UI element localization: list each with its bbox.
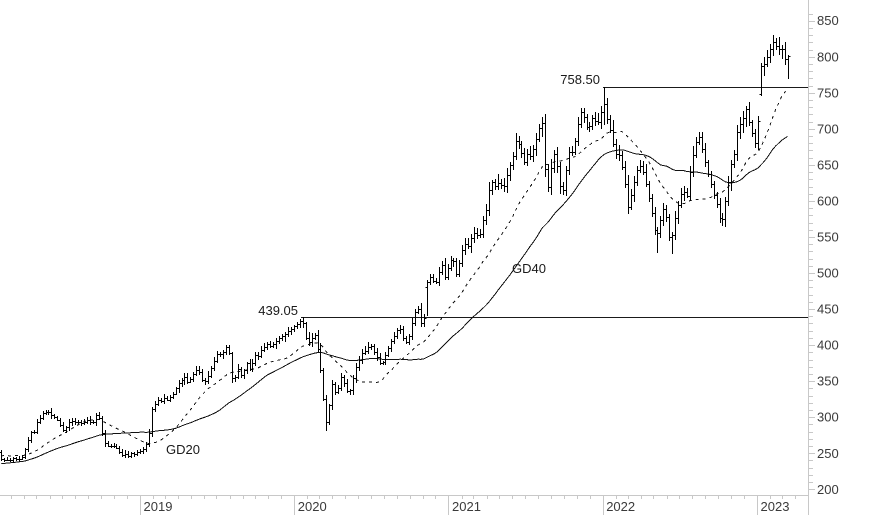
svg-text:750: 750 [817, 85, 839, 100]
svg-text:800: 800 [817, 49, 839, 64]
svg-text:400: 400 [817, 338, 839, 353]
svg-text:200: 200 [817, 482, 839, 497]
svg-text:450: 450 [817, 302, 839, 317]
svg-text:850: 850 [817, 13, 839, 28]
svg-text:2023: 2023 [761, 499, 790, 514]
svg-text:2021: 2021 [452, 499, 481, 514]
svg-text:758.50: 758.50 [560, 72, 600, 87]
svg-text:GD20: GD20 [166, 442, 200, 457]
svg-text:250: 250 [817, 446, 839, 461]
svg-text:300: 300 [817, 410, 839, 425]
svg-text:439.05: 439.05 [258, 303, 298, 318]
svg-text:700: 700 [817, 121, 839, 136]
svg-text:2022: 2022 [606, 499, 635, 514]
svg-text:500: 500 [817, 266, 839, 281]
svg-text:600: 600 [817, 193, 839, 208]
svg-text:GD40: GD40 [512, 261, 546, 276]
svg-text:2020: 2020 [298, 499, 327, 514]
svg-text:350: 350 [817, 374, 839, 389]
svg-text:550: 550 [817, 230, 839, 245]
svg-text:2019: 2019 [144, 499, 173, 514]
svg-text:650: 650 [817, 157, 839, 172]
